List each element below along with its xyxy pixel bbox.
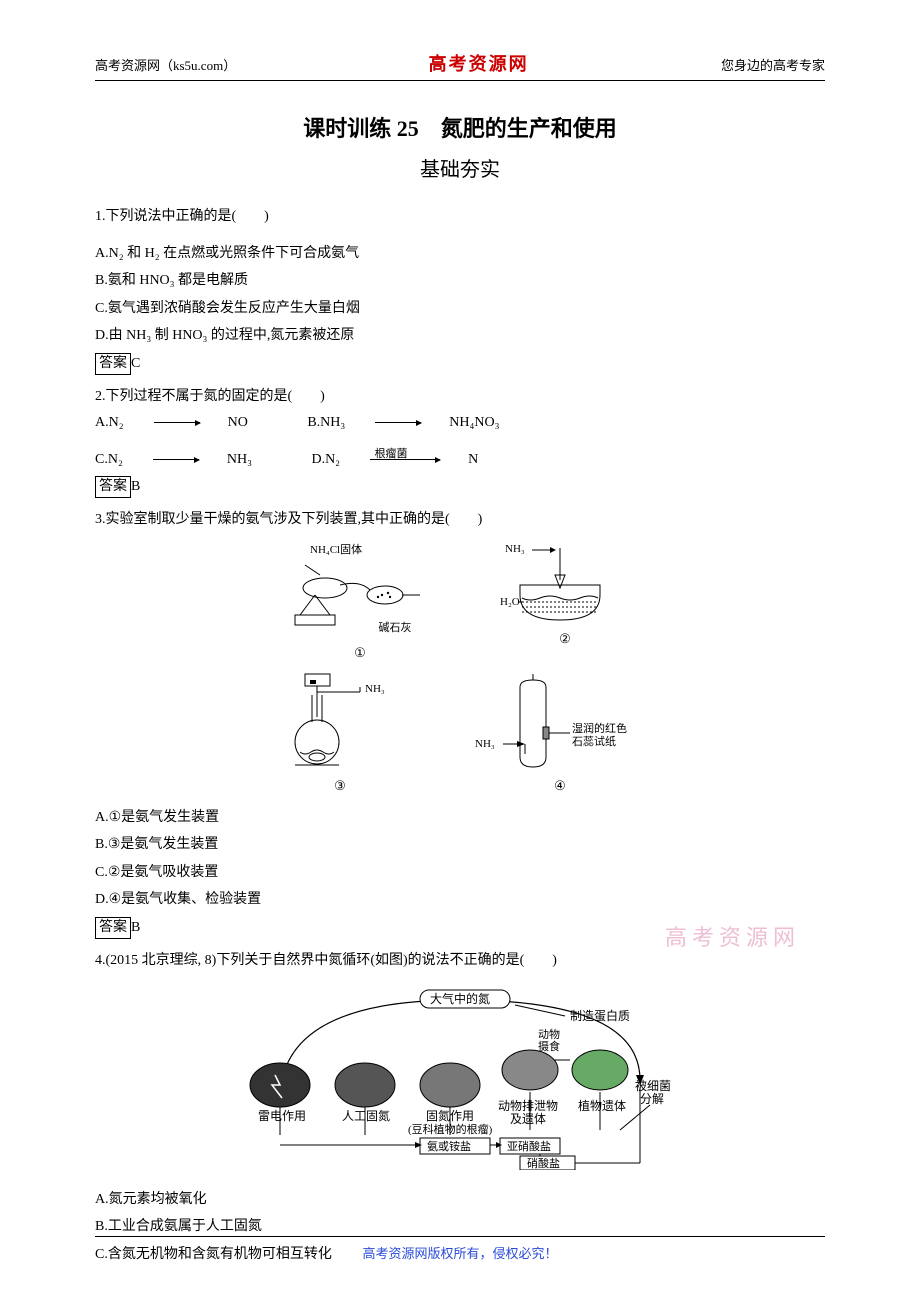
q1-stem: 1.下列说法中正确的是( ): [95, 204, 825, 231]
q1-option-a: A.N₂ 和 H₂ 在点燃或光照条件下可合成氨气: [95, 241, 825, 268]
q4-stem: 4.(2015 北京理综, 8)下列关于自然界中氮循环(如图)的说法不正确的是(…: [95, 948, 825, 975]
page-header: 高考资源网（ks5u.com） 高考资源网 您身边的高考专家: [95, 50, 825, 81]
apparatus-3-icon: NH₃: [275, 672, 405, 772]
svg-text:石蕊试纸: 石蕊试纸: [572, 735, 616, 748]
svg-text:大气中的氮: 大气中的氮: [430, 991, 490, 1006]
svg-text:雷电作用: 雷电作用: [258, 1109, 306, 1123]
q1-option-d: D.由 NH₃ 制 HNO₃ 的过程中,氮元素被还原: [95, 323, 825, 350]
svg-text:人工固氮: 人工固氮: [342, 1108, 390, 1123]
q2-answer-label: 答案: [95, 476, 131, 498]
question-2: 2.下列过程不属于氮的固定的是( ) A.N₂NO B.NH₃NH₄NO₃ C.…: [95, 384, 825, 501]
question-3: 3.实验室制取少量干燥的氨气涉及下列装置,其中正确的是( ) NH₄Cl固体: [95, 507, 825, 942]
q2-option-b: B.NH₃NH₄NO₃: [307, 415, 527, 430]
question-1: 1.下列说法中正确的是( ) A.N₂ 和 H₂ 在点燃或光照条件下可合成氨气 …: [95, 204, 825, 378]
arrow-icon: [154, 422, 200, 423]
q1-option-b: B.氨和 HNO₃ 都是电解质: [95, 268, 825, 295]
header-left: 高考资源网（ks5u.com）: [95, 55, 236, 74]
arrow-icon: [375, 422, 421, 423]
q3-figure-3: NH₃ ③: [275, 672, 405, 799]
q1-answer-label: 答案: [95, 353, 131, 375]
q3-option-d: D.④是氨气收集、检验装置: [95, 887, 825, 914]
q2-answer: B: [131, 479, 140, 494]
svg-text:硝酸盐: 硝酸盐: [527, 1156, 560, 1170]
arrow-icon: 根瘤菌: [370, 459, 440, 460]
q3-answer: B: [131, 920, 140, 935]
svg-text:氨或铵盐: 氨或铵盐: [427, 1139, 471, 1153]
svg-text:亚硝酸盐: 亚硝酸盐: [507, 1139, 551, 1153]
apparatus-2-icon: NH₃ H₂O: [500, 540, 630, 625]
q2-option-a: A.N₂NO: [95, 415, 279, 430]
q3-figure-block: NH₄Cl固体 碱石灰 ①: [95, 540, 825, 799]
svg-text:NH₃: NH₃: [475, 738, 495, 750]
q3-answer-label: 答案: [95, 917, 131, 939]
apparatus-4-icon: NH₃ 湿润的红色 石蕊试纸: [475, 672, 645, 772]
header-right: 您身边的高考专家: [721, 55, 825, 74]
q1-option-c: C.氨气遇到浓硝酸会发生反应产生大量白烟: [95, 296, 825, 323]
q3-option-b: B.③是氨气发生装置: [95, 832, 825, 859]
q3-stem: 3.实验室制取少量干燥的氨气涉及下列装置,其中正确的是( ): [95, 507, 825, 534]
svg-text:NH₃: NH₃: [505, 543, 525, 555]
svg-text:及遗体: 及遗体: [510, 1112, 546, 1126]
question-4: 4.(2015 北京理综, 8)下列关于自然界中氮循环(如图)的说法不正确的是(…: [95, 948, 825, 1269]
q3-figure-2: NH₃ H₂O ②: [500, 540, 630, 666]
q2-option-d: D.N₂根瘤菌N: [311, 452, 506, 467]
q2-option-c: C.N₂NH₃: [95, 452, 283, 467]
q3-option-c: C.②是氨气吸收装置: [95, 860, 825, 887]
q3-figure-4: NH₃ 湿润的红色 石蕊试纸 ④: [475, 672, 645, 799]
arrow-icon: [153, 459, 199, 460]
svg-text:制造蛋白质: 制造蛋白质: [570, 1008, 630, 1023]
q3-option-a: A.①是氨气发生装置: [95, 805, 825, 832]
lesson-title: 课时训练 25 氮肥的生产和使用: [95, 111, 825, 143]
svg-text:分解: 分解: [640, 1092, 664, 1106]
nitrogen-cycle-icon: 大气中的氮 制造蛋白质 动物 摄食 雷电作用 人工固氮: [220, 980, 700, 1170]
svg-text:NH₃: NH₃: [365, 683, 385, 695]
svg-text:湿润的红色: 湿润的红色: [572, 721, 627, 735]
svg-text:H₂O: H₂O: [500, 596, 520, 608]
q2-stem: 2.下列过程不属于氮的固定的是( ): [95, 384, 825, 411]
page-footer: 高考资源网版权所有，侵权必究！: [95, 1236, 825, 1262]
header-center-logo: 高考资源网: [429, 50, 529, 76]
svg-text:动物排泄物: 动物排泄物: [498, 1099, 558, 1113]
svg-text:摄食: 摄食: [538, 1039, 560, 1053]
lesson-subtitle: 基础夯实: [95, 153, 825, 182]
q3-figure-1: NH₄Cl固体 碱石灰 ①: [290, 540, 430, 666]
q4-cycle-figure: 大气中的氮 制造蛋白质 动物 摄食 雷电作用 人工固氮: [95, 980, 825, 1181]
svg-text:植物遗体: 植物遗体: [578, 1098, 626, 1113]
q1-answer: C: [131, 356, 140, 371]
q4-option-a: A.氮元素均被氧化: [95, 1187, 825, 1214]
svg-text:动物: 动物: [538, 1027, 560, 1041]
